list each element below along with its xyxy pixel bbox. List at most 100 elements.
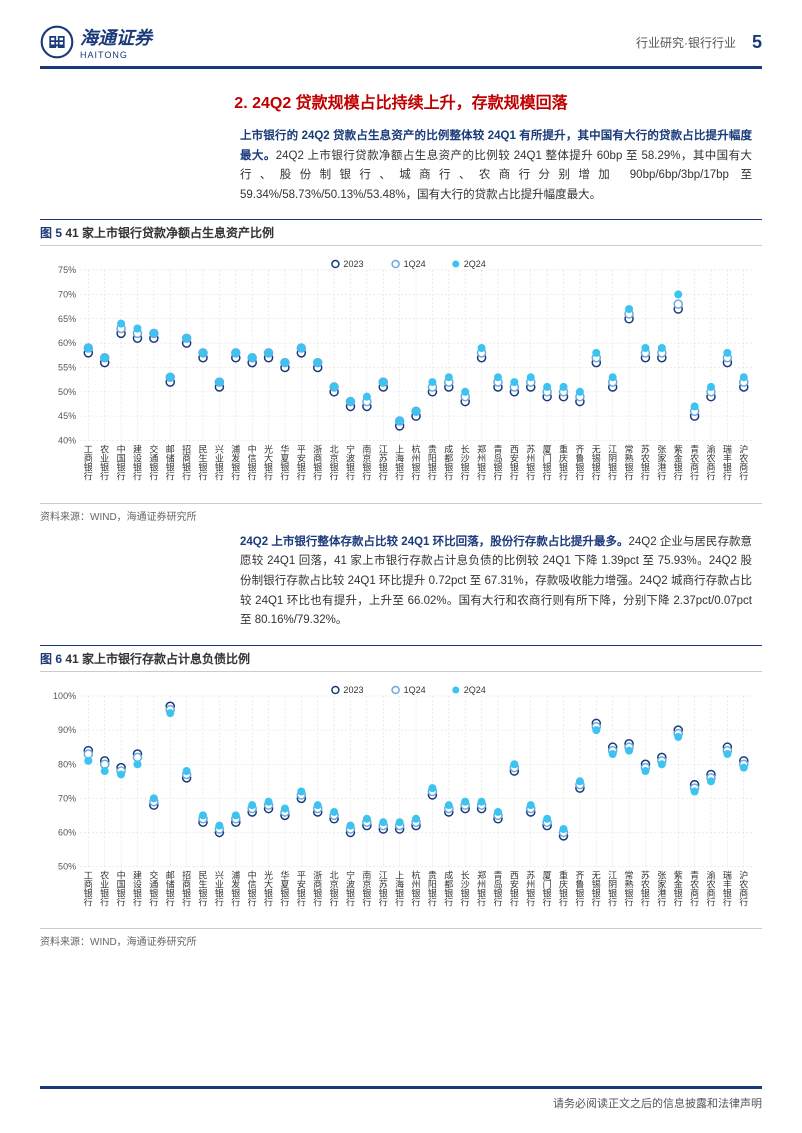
header-meta: 行业研究·银行行业	[636, 34, 736, 51]
svg-text:宁波银行: 宁波银行	[346, 869, 355, 907]
svg-text:沪农商行: 沪农商行	[739, 869, 748, 907]
svg-text:70%: 70%	[58, 793, 76, 803]
svg-text:西安银行: 西安银行	[510, 870, 519, 907]
svg-text:建设银行: 建设银行	[133, 444, 142, 482]
company-logo: 海通证券 HAITONG	[40, 24, 152, 60]
svg-text:江阴银行: 江阴银行	[608, 445, 617, 482]
svg-text:农业银行: 农业银行	[100, 869, 109, 907]
svg-text:长沙银行: 长沙银行	[461, 869, 470, 907]
svg-text:苏农银行: 苏农银行	[641, 444, 650, 482]
svg-text:青农商行: 青农商行	[690, 869, 699, 907]
svg-text:南京银行: 南京银行	[362, 869, 371, 907]
svg-text:光大银行: 光大银行	[264, 444, 273, 482]
svg-text:瑞丰银行: 瑞丰银行	[723, 869, 732, 907]
chart-6-title: 图 6 41 家上市银行存款占计息负债比例	[40, 645, 762, 672]
page-header: 海通证券 HAITONG 行业研究·银行行业 5	[40, 24, 762, 69]
svg-text:光大银行: 光大银行	[264, 869, 273, 907]
svg-text:100%: 100%	[53, 691, 76, 701]
svg-text:江苏银行: 江苏银行	[379, 445, 388, 482]
svg-text:无锡银行: 无锡银行	[592, 445, 601, 482]
svg-text:兴业银行: 兴业银行	[215, 445, 224, 482]
svg-text:工商银行: 工商银行	[84, 870, 93, 907]
svg-text:贵阳银行: 贵阳银行	[428, 869, 437, 907]
svg-text:郑州银行: 郑州银行	[477, 869, 486, 907]
svg-text:常熟银行: 常熟银行	[625, 869, 634, 907]
svg-text:平安银行: 平安银行	[297, 870, 306, 907]
svg-text:青农商行: 青农商行	[690, 444, 699, 482]
company-name-en: HAITONG	[80, 50, 152, 60]
svg-text:齐鲁银行: 齐鲁银行	[575, 444, 584, 482]
company-name-cn: 海通证券	[80, 24, 152, 50]
svg-text:民生银行: 民生银行	[199, 870, 208, 907]
svg-text:45%: 45%	[58, 411, 76, 421]
svg-text:中信银行: 中信银行	[248, 444, 257, 482]
svg-text:瑞丰银行: 瑞丰银行	[723, 444, 732, 482]
svg-text:工商银行: 工商银行	[84, 445, 93, 482]
chart-5-block: 图 5 41 家上市银行贷款净额占生息资产比例 40%45%50%55%60%6…	[40, 219, 762, 523]
svg-text:上海银行: 上海银行	[395, 870, 404, 907]
svg-text:重庆银行: 重庆银行	[559, 444, 568, 482]
svg-text:浙商银行: 浙商银行	[313, 444, 322, 482]
svg-text:杭州银行: 杭州银行	[412, 869, 421, 907]
svg-text:50%: 50%	[58, 387, 76, 397]
svg-text:兴业银行: 兴业银行	[215, 870, 224, 907]
chart-6-plot: 50%60%70%80%90%100%工商银行农业银行中国银行建设银行交通银行邮…	[40, 676, 762, 927]
svg-text:成都银行: 成都银行	[444, 869, 453, 907]
svg-text:1Q24: 1Q24	[404, 259, 426, 269]
svg-text:上海银行: 上海银行	[395, 445, 404, 482]
svg-text:江阴银行: 江阴银行	[608, 870, 617, 907]
svg-text:平安银行: 平安银行	[297, 445, 306, 482]
svg-text:浦发银行: 浦发银行	[231, 869, 240, 907]
svg-text:中国银行: 中国银行	[117, 444, 126, 482]
svg-text:齐鲁银行: 齐鲁银行	[575, 869, 584, 907]
chart-5-plot: 40%45%50%55%60%65%70%75%工商银行农业银行中国银行建设银行…	[40, 250, 762, 501]
svg-text:贵阳银行: 贵阳银行	[428, 444, 437, 482]
svg-text:无锡银行: 无锡银行	[592, 870, 601, 907]
svg-text:1Q24: 1Q24	[404, 685, 426, 695]
svg-text:80%: 80%	[58, 759, 76, 769]
svg-text:苏农银行: 苏农银行	[641, 869, 650, 907]
svg-text:江苏银行: 江苏银行	[379, 870, 388, 907]
svg-text:浙商银行: 浙商银行	[313, 869, 322, 907]
svg-text:交通银行: 交通银行	[149, 444, 158, 482]
svg-text:邮储银行: 邮储银行	[166, 869, 175, 907]
page-number: 5	[752, 32, 762, 53]
svg-text:杭州银行: 杭州银行	[412, 444, 421, 482]
svg-text:宁波银行: 宁波银行	[346, 444, 355, 482]
svg-text:北京银行: 北京银行	[330, 870, 339, 907]
svg-text:紫金银行: 紫金银行	[674, 445, 683, 482]
svg-text:张家港行: 张家港行	[657, 870, 666, 907]
svg-text:渝农商行: 渝农商行	[706, 444, 715, 482]
svg-text:2Q24: 2Q24	[464, 685, 486, 695]
svg-text:常熟银行: 常熟银行	[625, 444, 634, 482]
svg-text:2Q24: 2Q24	[464, 259, 486, 269]
footer-text: 请务必阅读正文之后的信息披露和法律声明	[553, 1098, 762, 1110]
svg-text:招商银行: 招商银行	[182, 869, 191, 907]
page-footer: 请务必阅读正文之后的信息披露和法律声明	[40, 1086, 762, 1111]
svg-text:张家港行: 张家港行	[657, 445, 666, 482]
logo-icon	[40, 25, 74, 59]
svg-text:苏州银行: 苏州银行	[526, 444, 535, 482]
svg-text:北京银行: 北京银行	[330, 445, 339, 482]
svg-text:中国银行: 中国银行	[117, 869, 126, 907]
svg-text:70%: 70%	[58, 290, 76, 300]
svg-text:2023: 2023	[343, 259, 363, 269]
svg-text:交通银行: 交通银行	[149, 869, 158, 907]
svg-text:华夏银行: 华夏银行	[280, 444, 289, 482]
svg-text:民生银行: 民生银行	[199, 445, 208, 482]
svg-text:紫金银行: 紫金银行	[674, 870, 683, 907]
svg-text:厦门银行: 厦门银行	[543, 445, 552, 482]
svg-text:西安银行: 西安银行	[510, 445, 519, 482]
svg-text:青岛银行: 青岛银行	[493, 444, 502, 482]
svg-text:60%: 60%	[58, 338, 76, 348]
paragraph-2-rest: 24Q2 企业与居民存款意愿较 24Q1 回落，41 家上市银行存款占计息负债的…	[240, 536, 752, 626]
paragraph-2: 24Q2 上市银行整体存款占比较 24Q1 环比回落，股份行存款占比提升最多。2…	[240, 533, 752, 631]
paragraph-2-lead: 24Q2 上市银行整体存款占比较 24Q1 环比回落，股份行存款占比提升最多。	[240, 536, 629, 548]
section-title: 2. 24Q2 贷款规模占比持续上升，存款规模回落	[40, 89, 762, 113]
svg-text:成都银行: 成都银行	[444, 444, 453, 482]
svg-text:中信银行: 中信银行	[248, 869, 257, 907]
svg-text:渝农商行: 渝农商行	[706, 869, 715, 907]
svg-text:青岛银行: 青岛银行	[493, 869, 502, 907]
chart-6-block: 图 6 41 家上市银行存款占计息负债比例 50%60%70%80%90%100…	[40, 645, 762, 949]
svg-text:90%: 90%	[58, 725, 76, 735]
